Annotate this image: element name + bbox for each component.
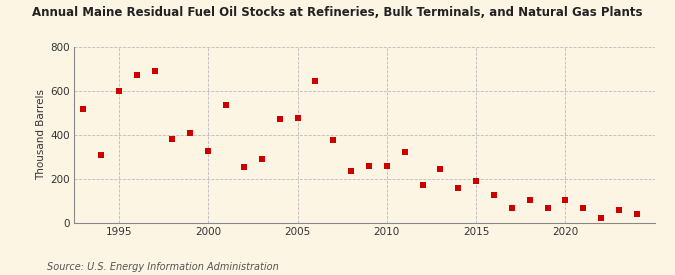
Point	[346, 169, 356, 173]
Point	[596, 216, 607, 221]
Point	[524, 197, 535, 202]
Point	[453, 185, 464, 190]
Point	[614, 207, 624, 212]
Point	[202, 149, 213, 153]
Point	[185, 130, 196, 135]
Point	[274, 117, 285, 122]
Point	[78, 107, 88, 112]
Y-axis label: Thousand Barrels: Thousand Barrels	[36, 89, 47, 180]
Text: Annual Maine Residual Fuel Oil Stocks at Refineries, Bulk Terminals, and Natural: Annual Maine Residual Fuel Oil Stocks at…	[32, 6, 643, 18]
Point	[292, 116, 303, 120]
Point	[167, 137, 178, 141]
Text: Source: U.S. Energy Information Administration: Source: U.S. Energy Information Administ…	[47, 262, 279, 272]
Point	[96, 152, 107, 157]
Point	[400, 150, 410, 155]
Point	[506, 206, 517, 211]
Point	[470, 179, 481, 183]
Point	[489, 193, 500, 197]
Point	[238, 164, 249, 169]
Point	[578, 206, 589, 211]
Point	[560, 197, 571, 202]
Point	[417, 183, 428, 188]
Point	[221, 103, 232, 107]
Point	[435, 167, 446, 171]
Point	[328, 138, 339, 142]
Point	[149, 69, 160, 73]
Point	[364, 163, 375, 168]
Point	[310, 79, 321, 83]
Point	[256, 157, 267, 161]
Point	[542, 206, 553, 211]
Point	[381, 163, 392, 168]
Point	[632, 212, 643, 216]
Point	[132, 73, 142, 78]
Point	[113, 89, 124, 93]
